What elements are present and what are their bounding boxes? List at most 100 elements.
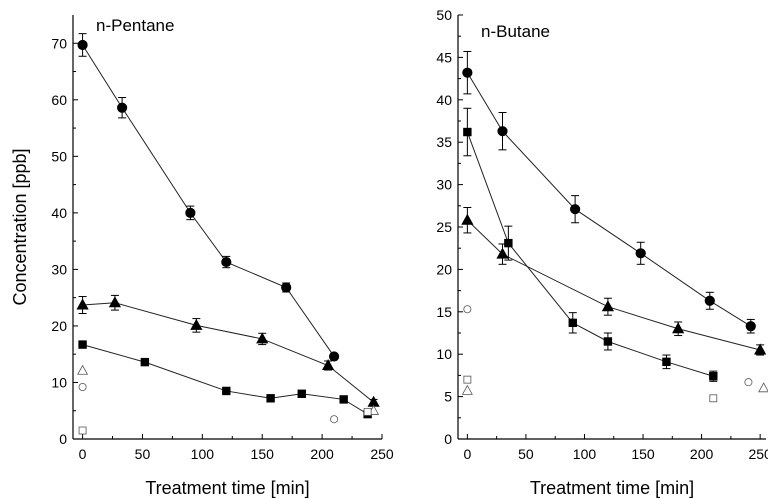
pentane-point-filled-triangle <box>367 395 380 407</box>
butane-point-filled-circle <box>497 126 508 137</box>
butane-series-filled-square <box>463 107 718 382</box>
pentane-x-tick-label: 100 <box>191 446 215 462</box>
pentane-point-open-square <box>363 407 372 416</box>
butane-point-filled-triangle <box>754 343 767 355</box>
pentane-point-filled-triangle <box>108 296 122 308</box>
butane-series-line <box>466 131 714 377</box>
butane-x-axis-label: Treatment time [min] <box>530 478 694 498</box>
pentane-x-tick-label: 50 <box>135 446 151 462</box>
pentane-point-open-square <box>78 426 87 435</box>
pentane-series-line <box>82 344 368 415</box>
butane-x-tick-label: 50 <box>518 446 534 462</box>
butane-series-open-circle <box>463 305 753 387</box>
butane-y-tick-label: 5 <box>444 389 452 405</box>
pentane-y-tick-label: 50 <box>51 148 67 164</box>
pentane-point-filled-circle <box>185 207 196 218</box>
pentane-series-open-circle <box>78 382 339 424</box>
pentane-y-tick-label: 70 <box>51 35 67 51</box>
pentane-point-open-circle <box>78 382 87 391</box>
pentane-x-tick-label: 0 <box>79 446 87 462</box>
pentane-title: n-Pentane <box>96 16 174 35</box>
butane-panel: 0 5 10 15 20 25 30 35 40 45 50 0 50 100 150 200 250 n-But… <box>436 7 768 498</box>
butane-x-tick-label: 250 <box>748 446 768 462</box>
butane-point-filled-square <box>603 337 613 346</box>
butane-x-tick-label: 0 <box>463 446 471 462</box>
butane-point-filled-square <box>568 318 577 328</box>
butane-series-filled-circle <box>462 50 756 334</box>
pentane-series-line <box>82 44 335 357</box>
pentane-point-filled-circle <box>281 282 292 293</box>
pentane-series-open-square <box>78 407 372 435</box>
pentane-y-tick-label: 60 <box>51 92 67 108</box>
butane-y-tick-label: 35 <box>436 134 452 150</box>
butane-point-filled-square <box>504 238 513 248</box>
pentane-y-axis-label: Concentration [ppb] <box>10 148 30 305</box>
butane-point-open-triangle <box>461 384 473 395</box>
butane-y-tick-label: 30 <box>436 177 452 193</box>
pentane-point-filled-square <box>140 357 150 367</box>
butane-x-tick-label: 100 <box>573 446 597 462</box>
pentane-series-filled-circle <box>77 33 340 362</box>
pentane-series-filled-triangle <box>76 294 380 407</box>
butane-y-tick-label: 15 <box>436 304 452 320</box>
butane-point-filled-triangle <box>496 247 509 259</box>
pentane-point-filled-circle <box>328 351 340 362</box>
pentane-point-open-triangle <box>77 364 89 375</box>
butane-point-filled-triangle <box>672 322 685 334</box>
pentane-point-filled-circle <box>117 102 128 113</box>
pentane-x-axis-label: Treatment time [min] <box>145 478 309 498</box>
butane-point-open-circle <box>744 378 753 387</box>
pentane-point-filled-triangle <box>322 358 335 371</box>
butane-point-filled-circle <box>704 295 715 306</box>
pentane-y-tick-label: 0 <box>59 431 67 447</box>
butane-point-open-circle <box>463 305 472 314</box>
butane-point-filled-circle <box>635 248 646 259</box>
pentane-series-line <box>82 302 374 403</box>
butane-point-filled-circle <box>462 67 473 78</box>
pentane-y-tick-label: 20 <box>51 318 67 334</box>
butane-point-open-triangle <box>758 382 768 393</box>
butane-series-filled-triangle <box>461 206 767 356</box>
butane-series-open-square <box>463 375 718 403</box>
pentane-y-tick-label: 10 <box>51 374 67 390</box>
pentane-x-tick-label: 150 <box>251 446 275 462</box>
butane-point-filled-square <box>709 372 718 381</box>
butane-point-open-square <box>709 394 718 403</box>
pentane-x-tick-label: 200 <box>310 446 334 462</box>
pentane-point-filled-square <box>339 395 348 404</box>
butane-point-filled-circle <box>745 321 756 332</box>
pentane-point-filled-square <box>297 389 306 398</box>
pentane-y-tick-label: 40 <box>51 205 67 221</box>
pentane-series-filled-square <box>78 340 372 419</box>
butane-y-tick-label: 0 <box>444 431 452 447</box>
butane-x-tick-label: 200 <box>690 446 714 462</box>
pentane-x-tick-label: 250 <box>370 446 394 462</box>
butane-y-tick-label: 20 <box>436 261 452 277</box>
pentane-point-filled-circle <box>221 256 232 268</box>
butane-point-filled-triangle <box>601 300 614 312</box>
pentane-panel: 0 10 20 30 40 50 60 70 0 50 100 150 200 250 n-Pentane T… <box>10 15 394 498</box>
butane-y-tick-label: 40 <box>436 92 452 108</box>
butane-y-tick-label: 10 <box>436 346 452 362</box>
butane-point-filled-square <box>662 357 671 367</box>
butane-y-tick-label: 45 <box>436 49 452 65</box>
pentane-point-filled-circle <box>77 39 88 51</box>
pentane-point-filled-triangle <box>256 332 269 344</box>
butane-point-open-square <box>463 375 472 384</box>
butane-point-filled-square <box>463 127 472 137</box>
butane-y-tick-label: 25 <box>436 219 452 235</box>
butane-series-line <box>466 72 752 327</box>
pentane-point-open-circle <box>330 415 339 424</box>
pentane-y-tick-label: 30 <box>51 261 67 277</box>
butane-x-tick-label: 150 <box>631 446 655 462</box>
pentane-point-filled-triangle <box>190 318 203 330</box>
pentane-point-filled-square <box>222 386 231 396</box>
butane-point-filled-circle <box>570 204 581 215</box>
butane-series-open-triangle <box>461 382 768 395</box>
butane-point-filled-triangle <box>461 213 474 225</box>
butane-title: n-Butane <box>481 22 550 41</box>
pentane-point-filled-square <box>78 340 87 349</box>
butane-y-tick-label: 50 <box>436 7 452 23</box>
pentane-point-filled-square <box>266 394 275 403</box>
